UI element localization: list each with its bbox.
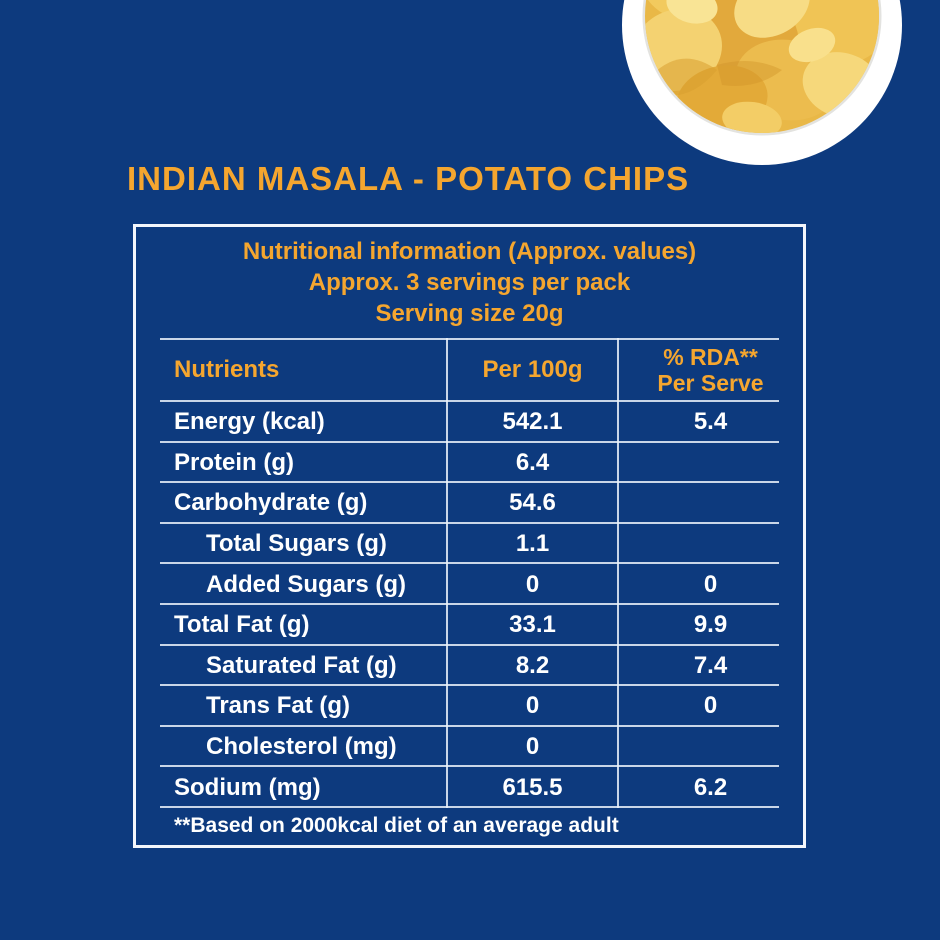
table-row-added-sugars: Added Sugars (g) 0 0: [136, 564, 803, 605]
nutrient-name: Trans Fat (g): [206, 692, 351, 720]
per-100g-value: 0: [525, 692, 540, 720]
nutrition-table: Nutritional information (Approx. values)…: [133, 224, 806, 848]
rda-value: 5.4: [693, 408, 728, 436]
per-100g-value: 33.1: [509, 611, 556, 639]
rda-value: 0: [703, 692, 718, 720]
nutrient-name: Total Fat (g): [174, 611, 310, 639]
table-row-energy: Energy (kcal) 542.1 5.4: [136, 402, 803, 443]
table-header-row: Nutrients Per 100g % RDA** Per Serve: [136, 338, 803, 402]
table-row-trans-fat: Trans Fat (g) 0 0: [136, 686, 803, 727]
column-header-rda-per-serve: % RDA** Per Serve: [618, 344, 803, 396]
nutrient-name: Sodium (mg): [174, 773, 321, 801]
per-100g-value: 54.6: [509, 489, 556, 517]
column-header-nutrients: Nutrients: [174, 356, 280, 383]
per-100g-value: 1.1: [515, 530, 550, 558]
table-title-line1: Nutritional information (Approx. values): [242, 238, 697, 265]
nutrient-name: Saturated Fat (g): [206, 651, 397, 679]
column-header-per-100g: Per 100g: [482, 356, 583, 383]
per-100g-value: 0: [525, 570, 540, 598]
nutrient-name: Protein (g): [174, 448, 294, 476]
table-footnote: **Based on 2000kcal diet of an average a…: [174, 814, 619, 838]
table-title-line3: Serving size 20g: [375, 300, 564, 327]
table-row-total-sugars: Total Sugars (g) 1.1: [136, 524, 803, 565]
table-title-line2: Approx. 3 servings per pack: [308, 269, 631, 296]
chips-bowl-image: [622, 0, 902, 165]
per-100g-value: 615.5: [502, 773, 563, 801]
table-row-carbohydrate: Carbohydrate (g) 54.6: [136, 483, 803, 524]
per-100g-value: 6.4: [515, 448, 550, 476]
per-100g-value: 542.1: [502, 408, 563, 436]
per-100g-value: 0: [525, 733, 540, 761]
product-title: INDIAN MASALA - POTATO CHIPS: [127, 160, 690, 197]
column-header-rda-line2: Per Serve: [657, 370, 764, 396]
rda-value: 0: [703, 570, 718, 598]
rda-value: 6.2: [693, 773, 728, 801]
nutrient-name: Added Sugars (g): [206, 570, 407, 598]
nutrient-name: Carbohydrate (g): [174, 489, 368, 517]
potato-chips-bowl-graphic: [622, 0, 902, 165]
table-title-block: Nutritional information (Approx. values)…: [136, 227, 803, 338]
column-header-rda-line1: % RDA**: [663, 344, 758, 370]
nutrient-name: Cholesterol (mg): [206, 733, 397, 761]
nutrient-name: Total Sugars (g): [206, 530, 387, 558]
rda-value: 7.4: [693, 651, 728, 679]
table-row-total-fat: Total Fat (g) 33.1 9.9: [136, 605, 803, 646]
column-divider-1: [446, 338, 448, 808]
nutrient-name: Energy (kcal): [174, 408, 325, 436]
table-row-saturated-fat: Saturated Fat (g) 8.2 7.4: [136, 646, 803, 687]
table-row-sodium: Sodium (mg) 615.5 6.2: [136, 767, 803, 808]
table-row-cholesterol: Cholesterol (mg) 0: [136, 727, 803, 768]
table-row-protein: Protein (g) 6.4: [136, 443, 803, 484]
rda-value: 9.9: [693, 611, 728, 639]
per-100g-value: 8.2: [515, 651, 550, 679]
column-divider-2: [617, 338, 619, 808]
